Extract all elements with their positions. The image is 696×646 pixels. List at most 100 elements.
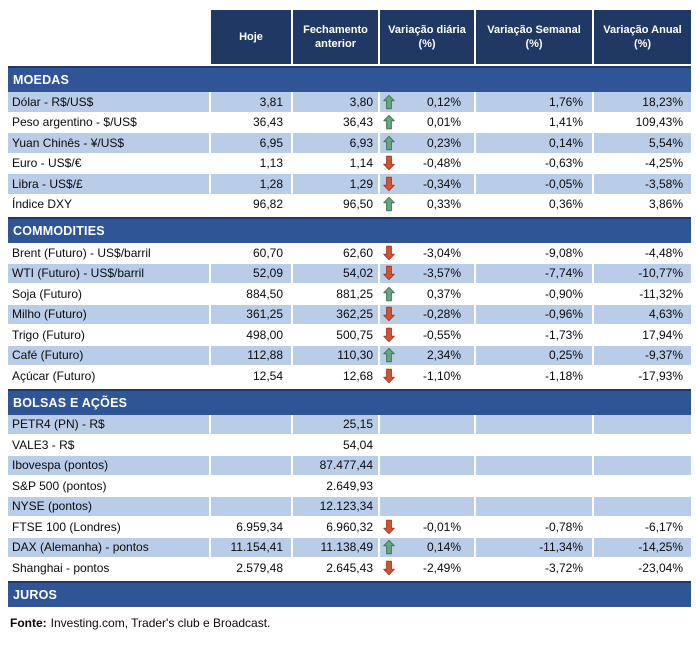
fechamento-anterior-value: 6,93 xyxy=(291,133,378,153)
variacao-anual-value: -4,25% xyxy=(592,153,691,173)
hoje-value xyxy=(209,414,291,434)
section-header-bolsas-e-acoes: BOLSAS E AÇÕES xyxy=(8,388,691,415)
variacao-semanal-value: -0,90% xyxy=(474,284,592,304)
variacao-semanal-value: 0,36% xyxy=(474,194,592,214)
table-row-bolsas-e-acoes-1: VALE3 - R$ 54,04 xyxy=(8,435,691,456)
variacao-diaria-cell xyxy=(378,435,474,455)
row-label: VALE3 - R$ xyxy=(12,437,75,452)
variacao-anual-value: -10,77% xyxy=(592,263,691,283)
source-text: Investing.com, Trader's club e Broadcast… xyxy=(50,615,271,630)
variacao-diaria-cell: -3,57% xyxy=(378,263,474,283)
section-header-moedas: MOEDAS xyxy=(8,66,691,92)
variacao-diaria-value: -0,55% xyxy=(422,327,461,342)
fechamento-anterior-value: 62,60 xyxy=(291,243,378,263)
arrow-down-icon xyxy=(383,368,395,383)
arrow-down-icon xyxy=(383,245,395,260)
variacao-diaria-cell: -1,10% xyxy=(378,366,474,386)
table-row-moedas-4: Libra - US$/£ 1,28 1,29 -0,34% -0,05% -3,58% xyxy=(8,174,691,195)
variacao-diaria-value: -3,04% xyxy=(422,245,461,260)
hoje-value: 6.959,34 xyxy=(209,517,291,537)
variacao-diaria-cell: -0,34% xyxy=(378,174,474,194)
hoje-value: 1,28 xyxy=(209,174,291,194)
financial-indicators-table: Hoje Fechamento anterior Variação diária (… xyxy=(8,10,691,630)
variacao-anual-value: -6,17% xyxy=(592,517,691,537)
variacao-diaria-cell: -0,55% xyxy=(378,325,474,345)
fechamento-anterior-value: 12.123,34 xyxy=(291,496,378,516)
column-header-fechamento-anterior: Fechamento anterior xyxy=(291,10,378,64)
variacao-semanal-value: 0,14% xyxy=(474,133,592,153)
variacao-diaria-value: -1,10% xyxy=(422,368,461,383)
row-label: Soja (Futuro) xyxy=(12,286,83,301)
fechamento-anterior-value: 6.960,32 xyxy=(291,517,378,537)
arrow-up-icon xyxy=(383,348,395,363)
variacao-diaria-cell: -3,04% xyxy=(378,243,474,263)
row-label: WTI (Futuro) - US$/barril xyxy=(12,266,145,281)
arrow-down-icon xyxy=(383,156,395,171)
fechamento-anterior-value: 1,14 xyxy=(291,153,378,173)
variacao-anual-value xyxy=(592,496,691,516)
column-header-variacao-diaria: Variação diária (%) xyxy=(378,10,474,64)
hoje-value xyxy=(209,435,291,455)
variacao-diaria-value: -0,28% xyxy=(422,307,461,322)
variacao-anual-value: 5,54% xyxy=(592,133,691,153)
arrow-down-icon xyxy=(383,560,395,575)
variacao-anual-value: -3,58% xyxy=(592,174,691,194)
arrow-up-icon xyxy=(383,115,395,130)
variacao-semanal-value: -0,05% xyxy=(474,174,592,194)
variacao-diaria-value: 2,34% xyxy=(426,348,461,363)
table-row-commodities-6: Açúcar (Futuro) 12,54 12,68 -1,10% -1,18% -17… xyxy=(8,366,691,387)
fechamento-anterior-value: 1,29 xyxy=(291,174,378,194)
variacao-diaria-cell xyxy=(378,455,474,475)
variacao-anual-value: 17,94% xyxy=(592,325,691,345)
fechamento-anterior-value: 500,75 xyxy=(291,325,378,345)
variacao-diaria-value: -0,01% xyxy=(422,519,461,534)
variacao-anual-value: 3,86% xyxy=(592,194,691,214)
table-row-moedas-2: Yuan Chinês - ¥/US$ 6,95 6,93 0,23% 0,14% 5,5… xyxy=(8,133,691,154)
fechamento-anterior-value: 54,04 xyxy=(291,435,378,455)
table-row-moedas-5: Índice DXY 96,82 96,50 0,33% 0,36% 3,86% xyxy=(8,194,691,215)
row-label: Índice DXY xyxy=(12,197,73,212)
variacao-diaria-value: 0,33% xyxy=(426,197,461,212)
variacao-anual-value xyxy=(592,476,691,496)
row-label: DAX (Alemanha) - pontos xyxy=(12,540,149,555)
table-row-bolsas-e-acoes-2: Ibovespa (pontos) 87.477,44 xyxy=(8,455,691,476)
variacao-diaria-value: -2,49% xyxy=(422,560,461,575)
variacao-semanal-value: -0,78% xyxy=(474,517,592,537)
variacao-anual-value: 18,23% xyxy=(592,92,691,112)
table-row-commodities-4: Trigo (Futuro) 498,00 500,75 -0,55% -1,73% 17… xyxy=(8,325,691,346)
variacao-diaria-cell: 0,01% xyxy=(378,112,474,132)
fechamento-anterior-value: 25,15 xyxy=(291,414,378,434)
table-row-commodities-5: Café (Futuro) 112,88 110,30 2,34% 0,25% -9,37… xyxy=(8,345,691,366)
variacao-anual-value xyxy=(592,414,691,434)
table-row-commodities-2: Soja (Futuro) 884,50 881,25 0,37% -0,90% -11,… xyxy=(8,284,691,305)
section-header-commodities: COMMODITIES xyxy=(8,217,691,243)
variacao-anual-value: -14,25% xyxy=(592,537,691,557)
hoje-value: 1,13 xyxy=(209,153,291,173)
variacao-diaria-cell xyxy=(378,414,474,434)
table-row-moedas-1: Peso argentino - $/US$ 36,43 36,43 0,01% 1,4… xyxy=(8,112,691,133)
row-label: Dólar - R$/US$ xyxy=(12,94,94,109)
row-label: Milho (Futuro) xyxy=(12,307,87,322)
table-row-bolsas-e-acoes-3: S&P 500 (pontos) 2.649,93 xyxy=(8,476,691,497)
hoje-value xyxy=(209,496,291,516)
hoje-value: 3,81 xyxy=(209,92,291,112)
variacao-semanal-value: -1,73% xyxy=(474,325,592,345)
variacao-diaria-cell xyxy=(378,496,474,516)
variacao-diaria-cell: 0,14% xyxy=(378,537,474,557)
hoje-value: 884,50 xyxy=(209,284,291,304)
column-header-variacao-anual: Variação Anual (%) xyxy=(592,10,691,64)
table-row-commodities-3: Milho (Futuro) 361,25 362,25 -0,28% -0,96% 4,… xyxy=(8,304,691,325)
fechamento-anterior-value: 12,68 xyxy=(291,366,378,386)
variacao-semanal-value: -9,08% xyxy=(474,243,592,263)
row-label: Café (Futuro) xyxy=(12,348,84,363)
table-body: MOEDAS Dólar - R$/US$ 3,81 3,80 0,12% 1,76% 18… xyxy=(8,66,691,607)
variacao-semanal-value: -7,74% xyxy=(474,263,592,283)
arrow-up-icon xyxy=(383,286,395,301)
variacao-diaria-cell: -2,49% xyxy=(378,558,474,578)
variacao-diaria-cell: 0,37% xyxy=(378,284,474,304)
variacao-anual-value: -17,93% xyxy=(592,366,691,386)
variacao-diaria-value: 0,23% xyxy=(426,135,461,150)
arrow-down-icon xyxy=(383,266,395,281)
variacao-semanal-value: -0,96% xyxy=(474,304,592,324)
variacao-anual-value xyxy=(592,455,691,475)
